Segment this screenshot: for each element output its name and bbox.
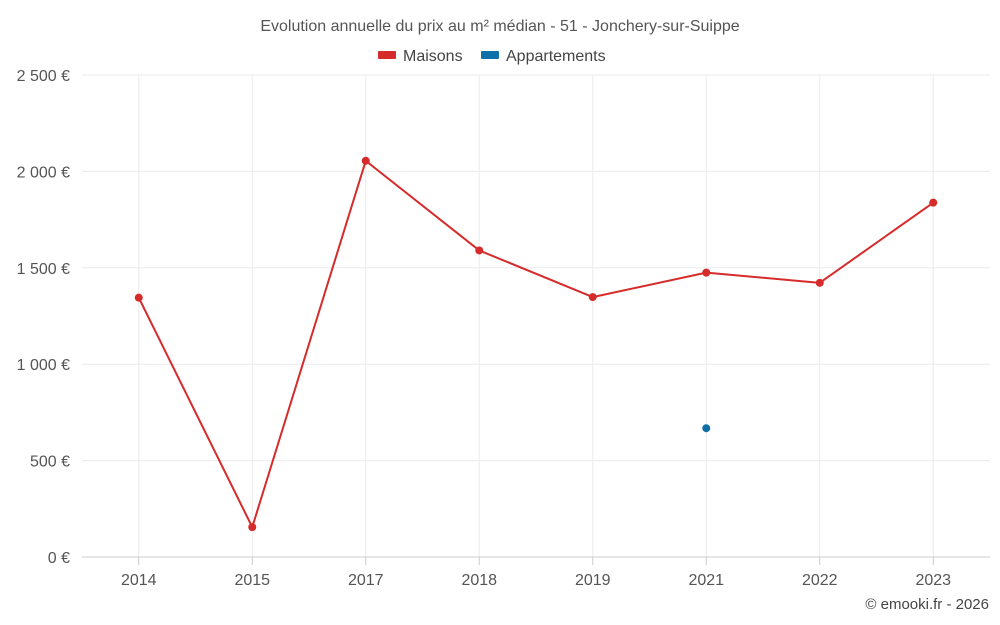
y-tick-label: 0 € — [48, 550, 70, 567]
x-axis-ticks: 2014 2015 2017 2018 2019 2021 2022 2023 — [82, 556, 990, 589]
y-tick-label: 2 500 € — [17, 68, 70, 85]
legend: Maisons Appartements — [378, 48, 606, 65]
data-point-maisons[interactable] — [361, 156, 370, 165]
legend-label-maisons: Maisons — [403, 48, 463, 65]
legend-swatch-appartements — [481, 51, 499, 59]
series-layer — [134, 156, 938, 532]
data-point-maisons[interactable] — [475, 246, 484, 255]
y-tick-label: 500 € — [30, 454, 70, 471]
grid — [82, 74, 990, 557]
credit-text: © emooki.fr - 2026 — [865, 596, 989, 613]
x-tick-label: 2023 — [915, 572, 951, 589]
x-tick-label: 2019 — [575, 572, 611, 589]
data-point-maisons[interactable] — [929, 198, 938, 207]
data-point-maisons[interactable] — [815, 278, 824, 287]
y-tick-label: 1 000 € — [17, 357, 70, 374]
data-point-maisons[interactable] — [702, 268, 711, 277]
series-appartements — [702, 424, 711, 433]
chart-title: Evolution annuelle du prix au m² médian … — [260, 18, 739, 35]
data-point-maisons[interactable] — [134, 293, 143, 302]
x-tick-label: 2017 — [348, 572, 384, 589]
series-maisons — [134, 156, 938, 532]
data-point-maisons[interactable] — [248, 523, 257, 532]
y-axis-ticks: 0 € 500 € 1 000 € 1 500 € 2 000 € 2 500 € — [17, 68, 70, 567]
x-tick-label: 2014 — [121, 572, 157, 589]
y-tick-label: 1 500 € — [17, 261, 70, 278]
legend-item-appartements[interactable]: Appartements — [481, 48, 606, 65]
x-tick-label: 2018 — [461, 572, 497, 589]
legend-item-maisons[interactable]: Maisons — [378, 48, 463, 65]
series-line-maisons — [137, 159, 934, 529]
x-tick-label: 2015 — [234, 572, 270, 589]
x-tick-label: 2022 — [802, 572, 838, 589]
y-tick-label: 2 000 € — [17, 164, 70, 181]
data-point-maisons[interactable] — [588, 293, 597, 302]
x-tick-label: 2021 — [688, 572, 724, 589]
legend-label-appartements: Appartements — [506, 48, 606, 65]
legend-swatch-maisons — [378, 51, 396, 59]
data-point-appartements[interactable] — [702, 424, 711, 433]
